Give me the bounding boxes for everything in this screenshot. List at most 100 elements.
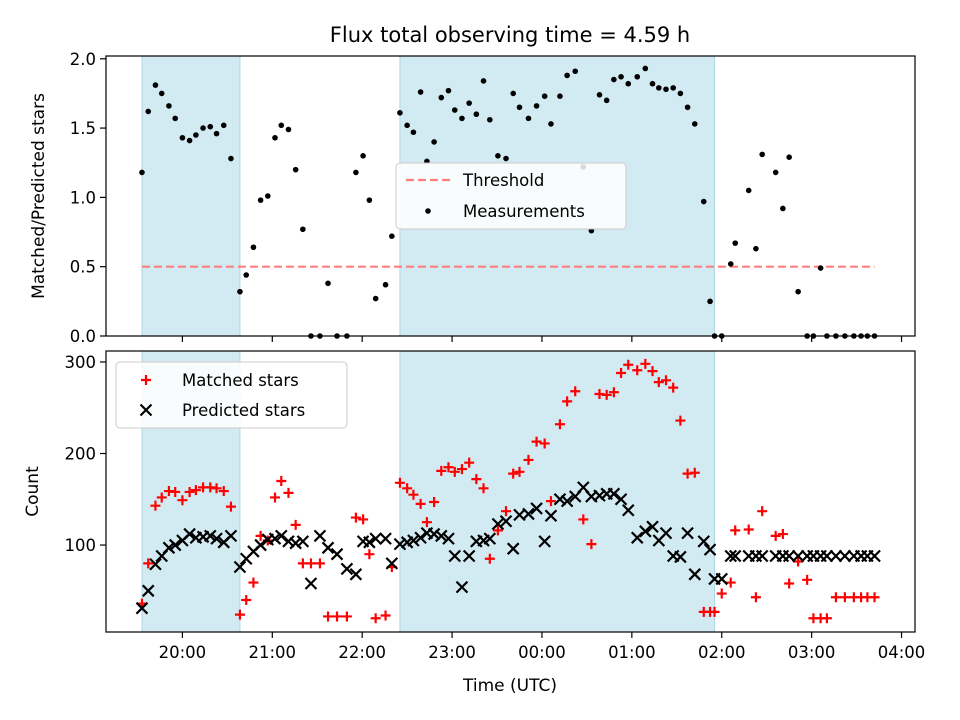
matched-star-point — [269, 492, 280, 503]
measurement-point — [250, 244, 257, 251]
matched-star-point — [653, 377, 664, 388]
measurement-point — [684, 104, 691, 111]
measurement-point — [366, 197, 373, 203]
predicted-star-point — [868, 549, 881, 563]
measurement-point — [564, 72, 570, 79]
measurement-point — [603, 97, 610, 104]
matched-star-point — [716, 588, 727, 599]
measurement-point — [634, 73, 641, 80]
measurement-point — [397, 110, 403, 116]
matched-star-point — [562, 396, 573, 407]
predicted-star-point — [553, 493, 567, 506]
measurement-point — [656, 85, 662, 91]
predicted-star-point — [560, 494, 574, 508]
matched-star-point — [415, 498, 426, 509]
measurement-point — [516, 104, 523, 111]
matched-star-point — [640, 358, 651, 369]
predicted-star-point — [340, 562, 354, 576]
matched-star-point — [443, 462, 454, 473]
x-axis-label: Time (UTC) — [462, 676, 557, 696]
matched-star-point — [350, 512, 361, 523]
matched-star-point — [314, 558, 325, 569]
predicted-star-point — [210, 532, 223, 545]
matched-star-point — [156, 492, 167, 503]
measurement-point — [707, 298, 713, 305]
matched-star-point — [358, 514, 369, 525]
predicted-star-point — [522, 507, 535, 521]
x-tick-label: 02:00 — [698, 643, 746, 662]
measurement-point — [431, 139, 437, 145]
measurement-point — [152, 82, 159, 88]
predicted-star-point — [442, 532, 455, 545]
matched-star-point — [725, 577, 736, 588]
matched-star-point — [408, 489, 419, 500]
bottom-panel: 100 200 300 20:00 21:00 22:00 23:00 00:00 01:00 0… — [23, 350, 925, 662]
matched-star-point — [514, 466, 525, 477]
measurement-point — [772, 169, 779, 176]
predicted-star-point — [321, 541, 335, 555]
legend-threshold-label: Threshold — [462, 171, 544, 190]
measurement-point — [145, 108, 152, 115]
matched-star-point — [170, 486, 181, 497]
predicted-star-point — [289, 536, 302, 550]
measurement-point — [438, 94, 445, 101]
matched-star-point — [757, 506, 768, 517]
legend-measurement-label: Measurements — [463, 202, 585, 221]
measurement-point — [677, 90, 684, 97]
predicted-star-point — [349, 568, 363, 581]
measurement-point — [417, 89, 424, 95]
predicted-star-point — [688, 568, 702, 581]
x-tick-label: 00:00 — [518, 643, 566, 662]
top-panel: 0.0 0.5 1.0 1.5 2.0 Matched/Predicted stars Th… — [29, 50, 916, 346]
measurement-point — [663, 86, 669, 93]
measurement-point — [548, 121, 554, 127]
axes-frame — [105, 350, 916, 633]
y-tick-label: 1.0 — [70, 188, 96, 207]
measurement-point — [541, 93, 548, 99]
measurement-point — [228, 155, 234, 162]
matched-star-point — [290, 519, 301, 530]
predicted-star-point — [607, 487, 621, 501]
matched-star-point — [234, 609, 245, 620]
matched-star-point — [436, 465, 447, 476]
matched-star-point — [830, 592, 841, 603]
legend-matched-label: Matched stars — [182, 371, 299, 390]
measurement-point — [372, 295, 379, 302]
measurement-point — [278, 122, 285, 129]
measurement-point — [503, 155, 509, 162]
measurement-point — [727, 261, 734, 267]
predicted-star-point — [407, 534, 420, 547]
measurement-point — [495, 153, 501, 159]
measurement-point — [817, 265, 824, 271]
matched-star-point — [421, 517, 432, 528]
legend-predicted-swatch — [139, 403, 153, 417]
predicted-star-point — [838, 549, 852, 563]
y-tick-label: 300 — [65, 353, 97, 372]
matched-star-point — [793, 556, 804, 567]
matched-star-point — [586, 539, 597, 550]
predicted-star-point — [659, 526, 673, 540]
matched-star-point — [150, 500, 161, 511]
legend-box — [395, 162, 627, 230]
predicted-star-point — [715, 572, 729, 586]
x-tick-label: 20:00 — [159, 643, 207, 662]
predicted-star-point — [674, 550, 687, 564]
matched-star-point — [323, 611, 334, 622]
predicted-star-point — [233, 560, 247, 574]
predicted-star-point — [448, 549, 462, 563]
legend-box — [115, 361, 348, 429]
matched-star-point — [675, 415, 686, 426]
matched-star-point — [429, 497, 440, 508]
matched-star-point — [341, 611, 352, 622]
y-axis-label: Matched/Predicted stars — [29, 93, 49, 299]
measurement-point — [404, 122, 410, 129]
measurement-point — [487, 116, 493, 123]
measurement-point — [451, 107, 458, 113]
matched-star-point — [456, 464, 467, 475]
matched-star-point — [730, 525, 741, 536]
measurement-point — [759, 151, 765, 158]
matched-star-point — [248, 577, 259, 588]
predicted-star-point — [530, 502, 543, 515]
predicted-star-point — [614, 493, 628, 506]
